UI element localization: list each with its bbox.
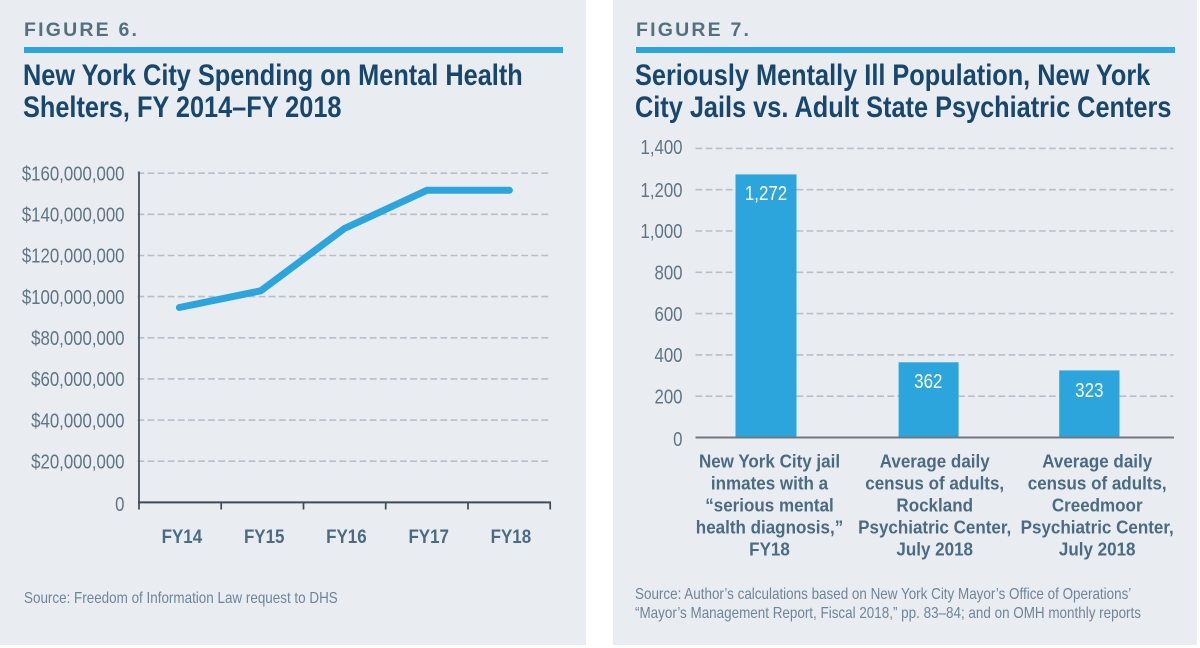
svg-text:inmates with a: inmates with a: [711, 473, 828, 494]
svg-text:$160,000,000: $160,000,000: [22, 162, 125, 185]
svg-text:$140,000,000: $140,000,000: [22, 203, 125, 226]
svg-text:$60,000,000: $60,000,000: [31, 368, 124, 391]
svg-text:1,200: 1,200: [640, 178, 682, 201]
svg-text:health diagnosis,”: health diagnosis,”: [696, 517, 843, 538]
svg-text:0: 0: [673, 428, 682, 451]
svg-text:census of adults,: census of adults,: [865, 473, 1004, 494]
svg-text:1,272: 1,272: [745, 182, 787, 205]
svg-text:323: 323: [1075, 379, 1103, 402]
svg-text:Creedmoor: Creedmoor: [1052, 495, 1143, 516]
svg-text:362: 362: [914, 369, 942, 392]
svg-text:census of adults,: census of adults,: [1028, 473, 1167, 494]
svg-text:600: 600: [654, 302, 682, 325]
svg-text:$40,000,000: $40,000,000: [31, 409, 124, 432]
svg-text:FY15: FY15: [244, 525, 285, 547]
svg-text:FY16: FY16: [326, 525, 367, 547]
svg-text:200: 200: [654, 385, 682, 408]
svg-text:New York City jail: New York City jail: [699, 451, 840, 472]
svg-text:$20,000,000: $20,000,000: [31, 450, 124, 473]
svg-text:FY18: FY18: [749, 539, 790, 560]
svg-text:“serious mental: “serious mental: [705, 495, 834, 516]
svg-text:$80,000,000: $80,000,000: [31, 327, 124, 350]
svg-text:$120,000,000: $120,000,000: [22, 244, 125, 267]
svg-text:FY14: FY14: [162, 525, 203, 547]
svg-text:Average daily: Average daily: [1042, 451, 1152, 472]
svg-text:1,400: 1,400: [640, 136, 682, 159]
svg-text:400: 400: [654, 344, 682, 367]
svg-text:$100,000,000: $100,000,000: [22, 285, 125, 308]
svg-text:Psychiatric Center,: Psychiatric Center,: [1021, 517, 1174, 538]
svg-text:0: 0: [115, 493, 124, 516]
svg-text:800: 800: [654, 261, 682, 284]
svg-text:1,000: 1,000: [640, 220, 682, 243]
svg-text:FY17: FY17: [408, 525, 449, 547]
svg-text:July 2018: July 2018: [1059, 539, 1136, 560]
svg-text:July 2018: July 2018: [896, 539, 973, 560]
svg-text:Rockland: Rockland: [896, 495, 973, 516]
svg-text:FY18: FY18: [491, 525, 532, 547]
svg-text:Average daily: Average daily: [880, 451, 990, 472]
svg-text:Psychiatric Center,: Psychiatric Center,: [858, 517, 1011, 538]
